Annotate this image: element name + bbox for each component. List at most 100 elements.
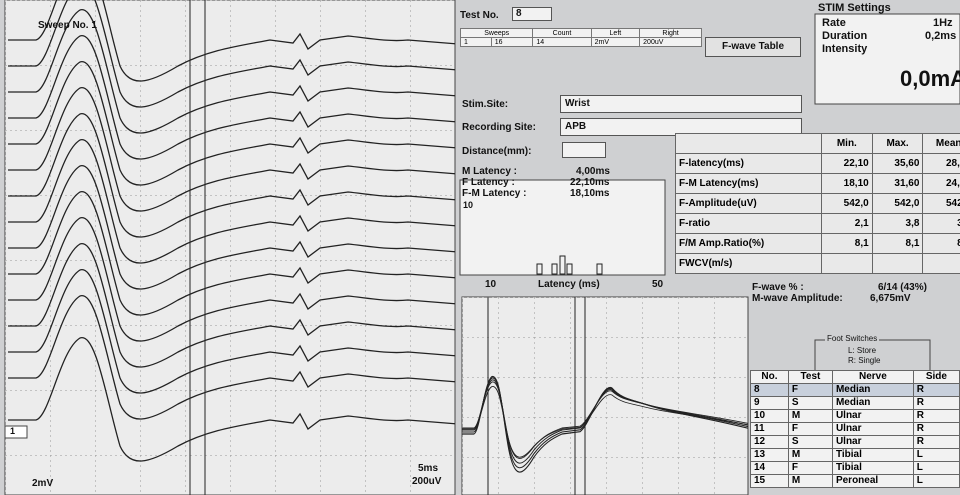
sweep-value: 2mV bbox=[591, 38, 640, 47]
results-label: F/M Amp.Ratio(%) bbox=[676, 234, 822, 254]
emg-screen: Sweep No. 1 1 2mV 5ms 200uV Test No. 8 S… bbox=[0, 0, 960, 495]
list-cell: R bbox=[913, 423, 959, 436]
results-label: F-latency(ms) bbox=[676, 154, 822, 174]
results-label: FWCV(m/s) bbox=[676, 254, 822, 274]
list-cell: 9 bbox=[751, 397, 789, 410]
results-value bbox=[923, 254, 960, 274]
list-cell: Ulnar bbox=[832, 423, 913, 436]
sweep-header: Count bbox=[533, 29, 591, 38]
results-header: Mean bbox=[923, 134, 960, 154]
fwave-table-button[interactable]: F-wave Table bbox=[705, 37, 801, 57]
foot-switch-left: L: Store bbox=[848, 346, 876, 355]
intensity-value: 0,0mA bbox=[900, 66, 960, 92]
results-value: 2,1 bbox=[821, 214, 872, 234]
list-cell: M bbox=[788, 449, 832, 462]
list-cell: S bbox=[788, 436, 832, 449]
list-cell: 15 bbox=[751, 475, 789, 488]
mwave-amplitude-label: M-wave Amplitude: bbox=[752, 293, 843, 304]
f-latency-value: 22,10ms bbox=[570, 177, 609, 188]
sweep-header: Left bbox=[591, 29, 640, 38]
list-cell: L bbox=[913, 449, 959, 462]
results-header: Max. bbox=[872, 134, 923, 154]
list-cell: F bbox=[788, 423, 832, 436]
sweep-title: Sweep No. 1 bbox=[38, 20, 97, 31]
results-label: F-ratio bbox=[676, 214, 822, 234]
results-value: 22,10 bbox=[821, 154, 872, 174]
m-latency-value: 4,00ms bbox=[576, 166, 610, 177]
results-label: F-Amplitude(uV) bbox=[676, 194, 822, 214]
list-cell: 10 bbox=[751, 410, 789, 423]
results-header-row: Min.Max.Mean bbox=[676, 134, 960, 154]
histogram-x-max: 50 bbox=[652, 279, 663, 290]
results-value: 542,0 bbox=[872, 194, 923, 214]
list-cell: Peroneal bbox=[832, 475, 913, 488]
list-cell: Ulnar bbox=[832, 436, 913, 449]
results-value bbox=[821, 254, 872, 274]
list-cell: L bbox=[913, 475, 959, 488]
results-value: 8,1 bbox=[923, 234, 960, 254]
histogram-x-min: 10 bbox=[485, 279, 496, 290]
list-cell: 11 bbox=[751, 423, 789, 436]
list-cell: S bbox=[788, 397, 832, 410]
list-cell: M bbox=[788, 410, 832, 423]
m-latency-label: M Latency : bbox=[462, 166, 517, 177]
list-header: Side bbox=[913, 371, 959, 384]
list-cell: Median bbox=[832, 397, 913, 410]
results-row: FWCV(m/s) bbox=[676, 254, 960, 274]
list-cell: Tibial bbox=[832, 449, 913, 462]
distance-input[interactable] bbox=[562, 142, 606, 158]
list-cell: 13 bbox=[751, 449, 789, 462]
mwave-amplitude-value: 6,675mV bbox=[870, 293, 911, 304]
time-scale: 5ms bbox=[418, 463, 438, 474]
results-value: 18,10 bbox=[821, 174, 872, 194]
list-header: No. bbox=[751, 371, 789, 384]
stim-site-input[interactable]: Wrist bbox=[560, 95, 802, 113]
stim-site-label: Stim.Site: bbox=[462, 99, 508, 110]
histogram-y-label: 10 bbox=[463, 200, 473, 210]
results-value: 3,0 bbox=[923, 214, 960, 234]
list-cell: R bbox=[913, 410, 959, 423]
sweep-value: 14 bbox=[533, 38, 591, 47]
duration-value: 0,2ms bbox=[925, 30, 956, 42]
fm-latency-value: 18,10ms bbox=[570, 188, 609, 199]
results-corner bbox=[676, 134, 822, 154]
stim-title: STIM Settings bbox=[818, 2, 891, 14]
distance-label: Distance(mm): bbox=[462, 146, 531, 157]
list-cell: R bbox=[913, 397, 959, 410]
results-value: 35,60 bbox=[872, 154, 923, 174]
channel-box bbox=[5, 426, 27, 438]
rate-value: 1Hz bbox=[933, 17, 953, 29]
sweep-value: 16 bbox=[491, 38, 533, 47]
results-table: Min.Max.MeanF-latency(ms)22,1035,6028,85… bbox=[675, 133, 960, 274]
results-row: F/M Amp.Ratio(%)8,18,18,1 bbox=[676, 234, 960, 254]
f-latency-label: F Latency : bbox=[462, 177, 515, 188]
channel-number: 1 bbox=[10, 426, 15, 436]
results-value: 542,0 bbox=[923, 194, 960, 214]
test-input[interactable]: 8 bbox=[512, 7, 552, 21]
results-value: 28,85 bbox=[923, 154, 960, 174]
list-cell: L bbox=[913, 462, 959, 475]
results-value: 542,0 bbox=[821, 194, 872, 214]
list-cell: 8 bbox=[751, 384, 789, 397]
overlay-grid bbox=[462, 297, 748, 495]
histogram-x-title: Latency (ms) bbox=[538, 279, 600, 290]
results-value: 8,1 bbox=[872, 234, 923, 254]
duration-label: Duration bbox=[822, 30, 867, 42]
results-label: F-M Latency(ms) bbox=[676, 174, 822, 194]
amplitude-scale: 2mV bbox=[32, 478, 53, 489]
results-row: F-M Latency(ms)18,1031,6024,85 bbox=[676, 174, 960, 194]
sweep-header: Right bbox=[640, 29, 702, 38]
